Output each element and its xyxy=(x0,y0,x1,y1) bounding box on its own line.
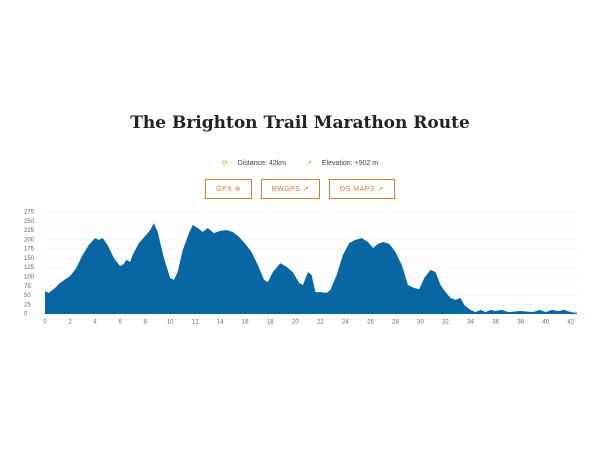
y-tick-label: 0 xyxy=(24,312,28,318)
elevation-text: Elevation: +902 m xyxy=(321,160,379,167)
rwgps-button[interactable]: RWGPS ↗ xyxy=(260,179,321,199)
osmaps-button[interactable]: OS MAPS ↗ xyxy=(328,179,395,199)
x-tick-label: 8 xyxy=(143,320,147,326)
info-line: ⟳ Distance: 42km ↗ Elevation: +902 m xyxy=(0,159,600,167)
elevation-area xyxy=(45,223,577,314)
y-tick-label: 75 xyxy=(24,284,31,290)
x-tick-label: 18 xyxy=(267,320,274,326)
distance-text: Distance: 42km xyxy=(237,160,286,167)
x-tick-label: 0 xyxy=(43,320,47,326)
y-tick-label: 225 xyxy=(24,228,35,234)
x-tick-label: 42 xyxy=(567,320,574,326)
x-tick-label: 6 xyxy=(118,320,122,326)
x-tick-label: 16 xyxy=(242,320,249,326)
x-tick-label: 2 xyxy=(68,320,72,326)
y-tick-label: 50 xyxy=(24,293,31,299)
x-tick-label: 28 xyxy=(392,320,399,326)
button-row: GPX ⊕ RWGPS ↗ OS MAPS ↗ xyxy=(0,178,600,199)
button-text: RWGPS xyxy=(271,186,301,193)
y-tick-label: 200 xyxy=(24,237,35,243)
button-text: GPX xyxy=(216,186,233,193)
x-tick-label: 14 xyxy=(217,320,224,326)
x-tick-label: 12 xyxy=(192,320,199,326)
page-title: The Brighton Trail Marathon Route xyxy=(130,113,470,133)
x-tick-label: 26 xyxy=(367,320,374,326)
button-text: OS MAPS xyxy=(339,186,376,193)
x-tick-label: 20 xyxy=(292,320,299,326)
y-tick-label: 250 xyxy=(24,219,35,225)
x-tick-label: 10 xyxy=(167,320,174,326)
x-tick-label: 4 xyxy=(93,320,97,326)
y-tick-label: 175 xyxy=(24,247,35,253)
x-tick-label: 36 xyxy=(492,320,499,326)
y-tick-label: 125 xyxy=(24,265,35,271)
x-tick-label: 40 xyxy=(542,320,549,326)
y-tick-label: 100 xyxy=(24,274,35,280)
x-tick-label: 24 xyxy=(342,320,349,326)
x-tick-label: 22 xyxy=(317,320,324,326)
gpx-button[interactable]: GPX ⊕ xyxy=(205,179,253,199)
y-tick-label: 25 xyxy=(24,302,31,308)
x-tick-label: 34 xyxy=(467,320,474,326)
x-tick-label: 30 xyxy=(417,320,424,326)
x-tick-label: 32 xyxy=(442,320,449,326)
x-tick-label: 38 xyxy=(517,320,524,326)
elevation: ↗ Elevation: +902 m xyxy=(306,160,379,167)
y-tick-label: 150 xyxy=(24,256,35,262)
distance: ⟳ Distance: 42km xyxy=(221,160,286,167)
y-tick-label: 275 xyxy=(24,210,35,216)
